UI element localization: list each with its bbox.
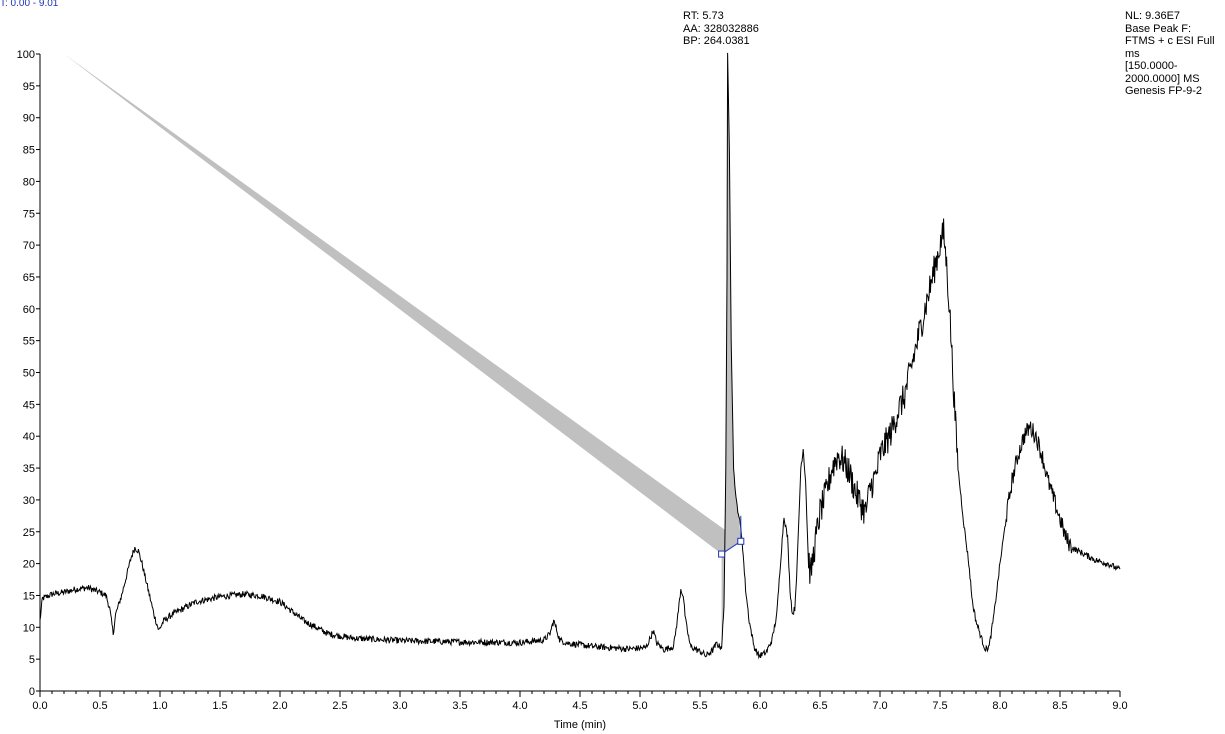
y-tick-label: 10	[23, 622, 35, 634]
y-tick-label: 100	[17, 49, 35, 61]
trace-layer	[39, 52, 1121, 660]
x-tick-label: 7.0	[872, 700, 887, 712]
x-tick-label: 1.5	[212, 700, 227, 712]
x-tick-label: 8.5	[1052, 700, 1067, 712]
baseline-wedge-artifact	[64, 54, 741, 555]
y-tick-label: 5	[29, 654, 35, 666]
nl-value: NL: 9.36E7	[1125, 10, 1181, 22]
peak-base-peak: BP: 264.0381	[683, 35, 750, 47]
integration-markers	[718, 515, 745, 558]
axes: 0 5 10 15 20 25 30 35 40 45 50 55 60 65 70 75 80 85 90 95 10…	[17, 49, 1128, 731]
peak-rt: RT: 5.73	[683, 10, 724, 22]
peak-area: AA: 328032886	[683, 22, 759, 35]
x-tick-label: 2.5	[332, 700, 347, 712]
sample-name: Genesis FP-9-2	[1125, 85, 1203, 97]
x-tick-label: 0.5	[92, 700, 107, 712]
x-tick-label: 4.5	[572, 700, 587, 712]
y-tick-label: 80	[23, 176, 35, 188]
scan-filter-line-4: [150.0000-	[1125, 60, 1178, 72]
y-tick-label: 65	[23, 272, 35, 284]
scan-filter-line-2: FTMS + c ESI Full	[1125, 35, 1215, 47]
x-tick-label: 6.5	[812, 700, 827, 712]
integration-marker	[718, 550, 726, 558]
x-tick-label: 3.0	[392, 700, 407, 712]
x-tick-label: 8.0	[992, 700, 1007, 712]
y-tick-label: 95	[23, 81, 35, 93]
peak-annotation: RT: 5.73 AA: 328032886 BP: 264.0381	[683, 10, 759, 48]
y-tick-label: 30	[23, 495, 35, 507]
x-tick-label: 4.0	[512, 700, 527, 712]
y-tick-label: 40	[23, 431, 35, 443]
y-tick-label: 20	[23, 559, 35, 571]
y-tick-label: 60	[23, 304, 35, 316]
x-tick-label: 5.0	[632, 700, 647, 712]
scan-filter-line-5: 2000.0000] MS	[1125, 72, 1200, 85]
x-tick-label: 2.0	[272, 700, 287, 712]
integration-marker	[737, 537, 745, 545]
rt-range-label: T: 0.00 - 9.01	[0, 0, 59, 9]
chromatogram-trace	[39, 52, 1121, 660]
scan-filter-line-1: Base Peak F:	[1125, 22, 1192, 35]
y-tick-label: 90	[23, 113, 35, 125]
y-tick-label: 0	[29, 686, 35, 698]
x-tick-label: 1.0	[152, 700, 167, 712]
x-tick-label: 5.5	[692, 700, 707, 712]
x-tick-label: 9.0	[1112, 700, 1127, 712]
integrated-area-layer	[64, 54, 741, 647]
y-tick-label: 50	[23, 368, 35, 380]
x-tick-label: 6.0	[752, 700, 767, 712]
normalization-info: NL: 9.36E7 Base Peak F: FTMS + c ESI Ful…	[1125, 10, 1225, 98]
y-tick-label: 45	[23, 399, 35, 411]
y-tick-label: 75	[23, 208, 35, 220]
x-axis-label: Time (min)	[554, 719, 606, 731]
y-tick-label: 15	[23, 590, 35, 602]
y-tick-label: 70	[23, 240, 35, 252]
scan-filter-line-3: ms	[1125, 47, 1140, 60]
x-tick-label: 7.5	[932, 700, 947, 712]
y-tick-label: 85	[23, 145, 35, 157]
x-tick-label: 3.5	[452, 700, 467, 712]
y-tick-label: 55	[23, 336, 35, 348]
y-tick-label: 25	[23, 527, 35, 539]
y-tick-label: 35	[23, 463, 35, 475]
x-tick-label: 0.0	[32, 700, 47, 712]
